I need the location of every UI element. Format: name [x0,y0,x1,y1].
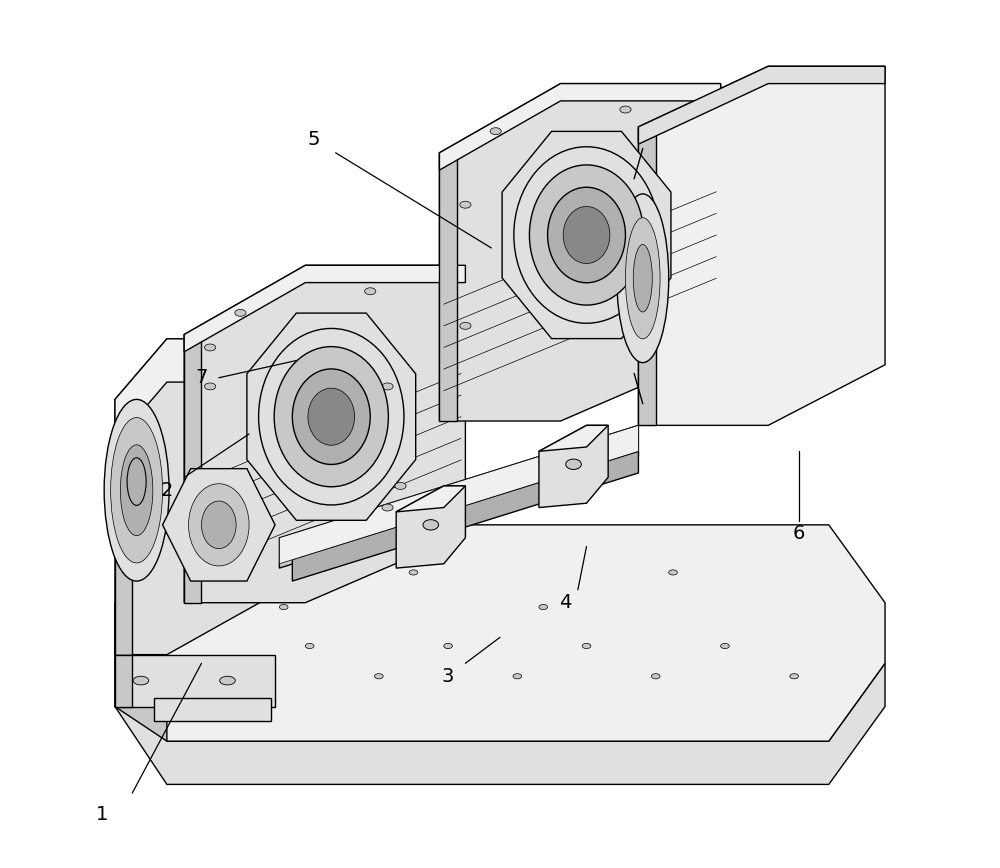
Polygon shape [439,83,721,421]
Ellipse shape [292,369,370,464]
Polygon shape [184,334,201,602]
Ellipse shape [201,501,236,549]
Ellipse shape [259,328,404,505]
Polygon shape [184,266,465,352]
Ellipse shape [236,674,245,679]
Ellipse shape [548,187,625,283]
Polygon shape [115,525,167,741]
Polygon shape [521,154,652,317]
Ellipse shape [279,604,288,609]
Ellipse shape [274,346,388,487]
Ellipse shape [721,643,729,648]
Ellipse shape [205,344,216,351]
Polygon shape [539,425,608,451]
Text: 2: 2 [161,481,173,500]
Ellipse shape [235,309,246,316]
Ellipse shape [382,383,393,390]
Polygon shape [247,313,416,520]
Ellipse shape [625,218,660,339]
Ellipse shape [375,674,383,679]
Polygon shape [184,266,465,602]
Ellipse shape [513,674,522,679]
Text: 7: 7 [195,368,208,387]
Ellipse shape [566,459,581,470]
Ellipse shape [127,457,146,505]
Text: 1: 1 [96,806,108,825]
Polygon shape [115,339,275,654]
Ellipse shape [460,201,471,208]
Ellipse shape [617,194,669,363]
Polygon shape [292,451,638,581]
Ellipse shape [382,504,393,511]
Polygon shape [163,469,275,581]
Ellipse shape [514,147,659,323]
Ellipse shape [120,444,153,536]
Ellipse shape [189,483,249,566]
Polygon shape [396,486,465,569]
Ellipse shape [305,643,314,648]
Ellipse shape [205,383,216,390]
Ellipse shape [637,201,648,208]
Ellipse shape [529,165,644,305]
Polygon shape [266,335,397,498]
Polygon shape [115,654,132,707]
Polygon shape [115,399,132,654]
Ellipse shape [633,245,652,312]
Polygon shape [638,127,656,425]
Polygon shape [439,83,721,170]
Ellipse shape [669,569,677,575]
Polygon shape [115,654,275,707]
Text: 4: 4 [559,593,571,612]
Polygon shape [115,525,885,741]
Ellipse shape [539,604,548,609]
Ellipse shape [395,483,406,490]
Polygon shape [279,425,638,569]
Ellipse shape [490,128,501,135]
Polygon shape [638,66,885,144]
Ellipse shape [133,676,149,685]
Ellipse shape [308,388,355,445]
Polygon shape [279,425,638,564]
Ellipse shape [235,504,246,511]
Ellipse shape [563,207,610,264]
Ellipse shape [365,288,376,295]
Polygon shape [115,339,275,443]
Ellipse shape [409,569,418,575]
Ellipse shape [582,643,591,648]
Ellipse shape [104,399,169,581]
Ellipse shape [111,418,163,563]
Polygon shape [638,66,885,425]
Text: 6: 6 [792,524,805,543]
Ellipse shape [205,504,216,511]
Ellipse shape [423,520,439,530]
Ellipse shape [637,322,648,329]
Polygon shape [154,698,271,721]
Text: 5: 5 [308,130,320,149]
Polygon shape [502,131,671,339]
Text: 3: 3 [442,667,454,686]
Polygon shape [396,486,465,512]
Polygon shape [115,663,885,785]
Ellipse shape [790,674,799,679]
Ellipse shape [460,322,471,329]
Polygon shape [539,425,608,508]
Ellipse shape [220,676,235,685]
Ellipse shape [444,643,452,648]
Polygon shape [439,153,457,421]
Ellipse shape [651,674,660,679]
Ellipse shape [620,106,631,113]
